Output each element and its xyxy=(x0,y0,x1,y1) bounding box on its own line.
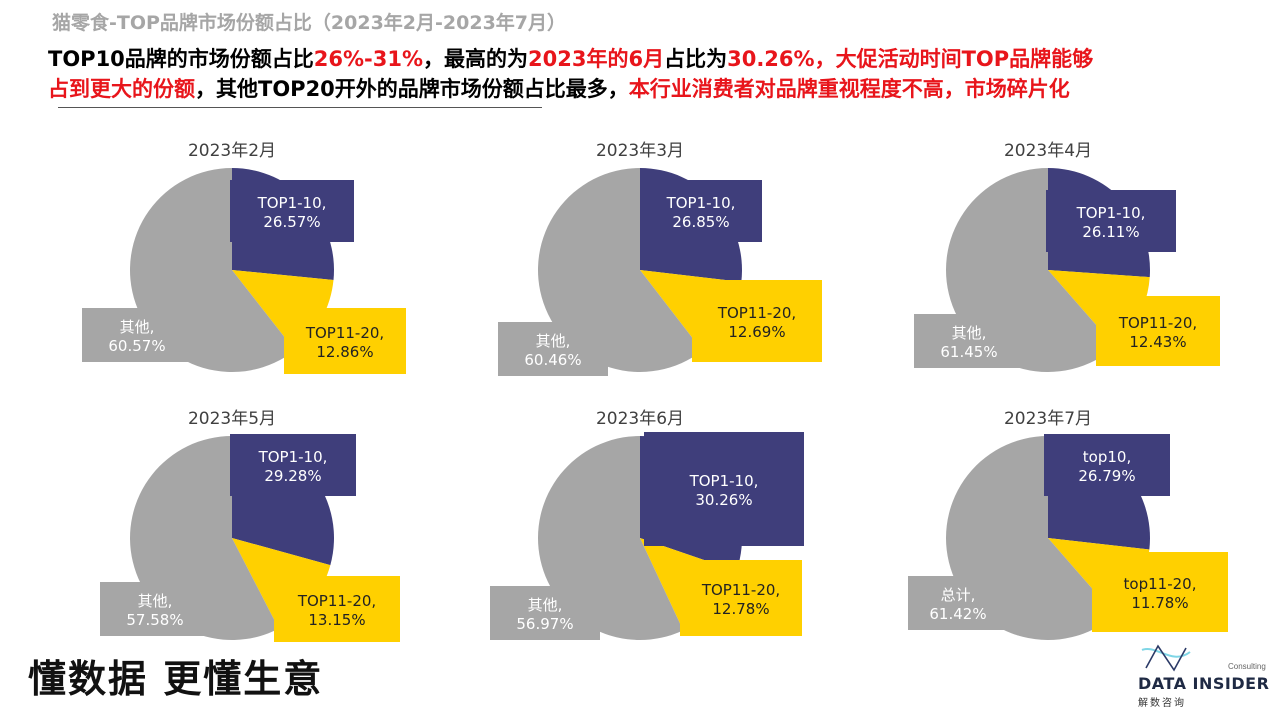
data-label-box xyxy=(230,434,356,496)
data-label-category: TOP11-20, xyxy=(717,304,796,322)
logo-wordmark: DATA INSIDER xyxy=(1138,674,1270,693)
headline: TOP10品牌的市场份额占比26%-31%，最高的为2023年的6月占比为30.… xyxy=(48,44,1238,104)
pie-chart-title: 2023年2月 xyxy=(188,141,276,161)
data-label-box xyxy=(908,576,1008,630)
data-label-value: 11.78% xyxy=(1131,594,1188,612)
company-logo: Consulting DATA INSIDER 解数咨询 xyxy=(1136,640,1270,710)
data-label-value: 61.45% xyxy=(940,343,997,361)
data-label-value: 60.46% xyxy=(524,351,581,369)
headline-highlight: 30.26%，大促活动时间TOP品牌能够 xyxy=(727,47,1094,71)
pie-slice xyxy=(537,168,703,372)
header-divider xyxy=(58,107,542,108)
data-label-box xyxy=(498,322,608,376)
data-label-value: 12.86% xyxy=(316,343,373,361)
data-label-category: TOP1-10, xyxy=(1076,204,1146,222)
headline-highlight: 2023年的6月 xyxy=(528,47,665,71)
data-label-value: 26.57% xyxy=(263,213,320,231)
data-label-category: 其他, xyxy=(120,318,155,336)
headline-text: TOP10品牌的市场份额占比 xyxy=(48,47,314,71)
pie-chart: 2023年3月 TOP1-10,26.85% TOP11-20,12.69% 其他,6… xyxy=(498,141,822,376)
data-label-box xyxy=(274,576,400,642)
headline-highlight: 26%-31% xyxy=(313,47,424,71)
data-label-value: 60.57% xyxy=(108,337,165,355)
data-label-category: TOP11-20, xyxy=(701,581,780,599)
data-label-category: 其他, xyxy=(536,332,571,350)
data-label-box xyxy=(230,180,354,242)
data-label-box xyxy=(692,280,822,362)
data-label-category: TOP11-20, xyxy=(297,592,376,610)
data-label-value: 12.43% xyxy=(1129,333,1186,351)
data-label-category: 其他, xyxy=(528,596,563,614)
headline-text: ，最高的为 xyxy=(423,47,529,71)
headline-text: 占比为 xyxy=(664,47,728,71)
logo-chinese: 解数咨询 xyxy=(1138,698,1186,709)
data-label-value: 57.58% xyxy=(126,611,183,629)
data-label-category: TOP1-10, xyxy=(666,194,736,212)
pie-chart-title: 2023年4月 xyxy=(1004,141,1092,161)
pie-chart: 2023年7月 top10,26.79% top11-20,11.78% 总计,61.… xyxy=(908,409,1228,640)
headline-highlight: 占到更大的份额 xyxy=(48,77,195,101)
data-label-category: TOP11-20, xyxy=(305,324,384,342)
data-label-category: TOP1-10, xyxy=(257,194,327,212)
pie-chart-title: 2023年5月 xyxy=(188,409,276,429)
data-label-box xyxy=(640,180,762,242)
data-label-value: 12.69% xyxy=(728,323,785,341)
data-label-value: 26.11% xyxy=(1082,223,1139,241)
pie-chart: 2023年6月 TOP1-10,30.26% TOP11-20,12.78% 其他,5… xyxy=(490,409,804,640)
headline-line-2: 占到更大的份额，其他TOP20开外的品牌市场份额占比最多，本行业消费者对品牌重视… xyxy=(48,74,1238,104)
data-label-value: 12.78% xyxy=(712,600,769,618)
data-label-category: top10, xyxy=(1083,448,1131,466)
data-label-box xyxy=(82,308,192,362)
data-label-box xyxy=(100,582,210,636)
data-label-value: 30.26% xyxy=(695,491,752,509)
pie-chart: 2023年2月 TOP1-10,26.57% TOP11-20,12.86% 其他,6… xyxy=(82,141,406,374)
slogan: 懂数据 更懂生意 xyxy=(28,657,324,701)
data-label-box xyxy=(644,432,804,546)
data-label-box xyxy=(1044,434,1170,496)
data-label-value: 61.42% xyxy=(929,605,986,623)
pie-chart-title: 2023年7月 xyxy=(1004,409,1092,429)
data-label-value: 29.28% xyxy=(264,467,321,485)
pie-chart: 2023年4月 TOP1-10,26.11% TOP11-20,12.43% 其他,6… xyxy=(914,141,1220,372)
data-label-box xyxy=(914,314,1024,368)
data-label-category: 其他, xyxy=(952,324,987,342)
data-label-box xyxy=(490,586,600,640)
headline-line-1: TOP10品牌的市场份额占比26%-31%，最高的为2023年的6月占比为30.… xyxy=(48,44,1238,74)
data-label-box xyxy=(1046,190,1176,252)
data-label-box xyxy=(284,308,406,374)
data-label-value: 26.79% xyxy=(1078,467,1135,485)
data-label-value: 13.15% xyxy=(308,611,365,629)
pie-chart-title: 2023年6月 xyxy=(596,409,684,429)
data-label-category: TOP11-20, xyxy=(1118,314,1197,332)
page-title: 猫零食-TOP品牌市场份额占比（2023年2月-2023年7月） xyxy=(52,12,567,34)
headline-text: ，其他TOP20开外的品牌市场份额占比最多， xyxy=(195,77,629,101)
data-label-category: TOP1-10, xyxy=(258,448,328,466)
data-label-box xyxy=(1096,296,1220,366)
data-label-box xyxy=(680,560,802,636)
data-label-value: 26.85% xyxy=(672,213,729,231)
data-label-category: TOP1-10, xyxy=(689,472,759,490)
pie-chart: 2023年5月 TOP1-10,29.28% TOP11-20,13.15% 其他,5… xyxy=(100,409,400,642)
headline-highlight: 本行业消费者对品牌重视程度不高，市场碎片化 xyxy=(628,77,1070,101)
logo-subtext: Consulting xyxy=(1228,662,1266,671)
data-label-category: top11-20, xyxy=(1124,575,1197,593)
data-label-category: 总计, xyxy=(941,586,976,604)
logo-mark-icon xyxy=(1141,644,1191,672)
data-label-value: 56.97% xyxy=(516,615,573,633)
data-label-box xyxy=(1092,552,1228,632)
data-label-category: 其他, xyxy=(138,592,173,610)
pie-chart-title: 2023年3月 xyxy=(596,141,684,161)
